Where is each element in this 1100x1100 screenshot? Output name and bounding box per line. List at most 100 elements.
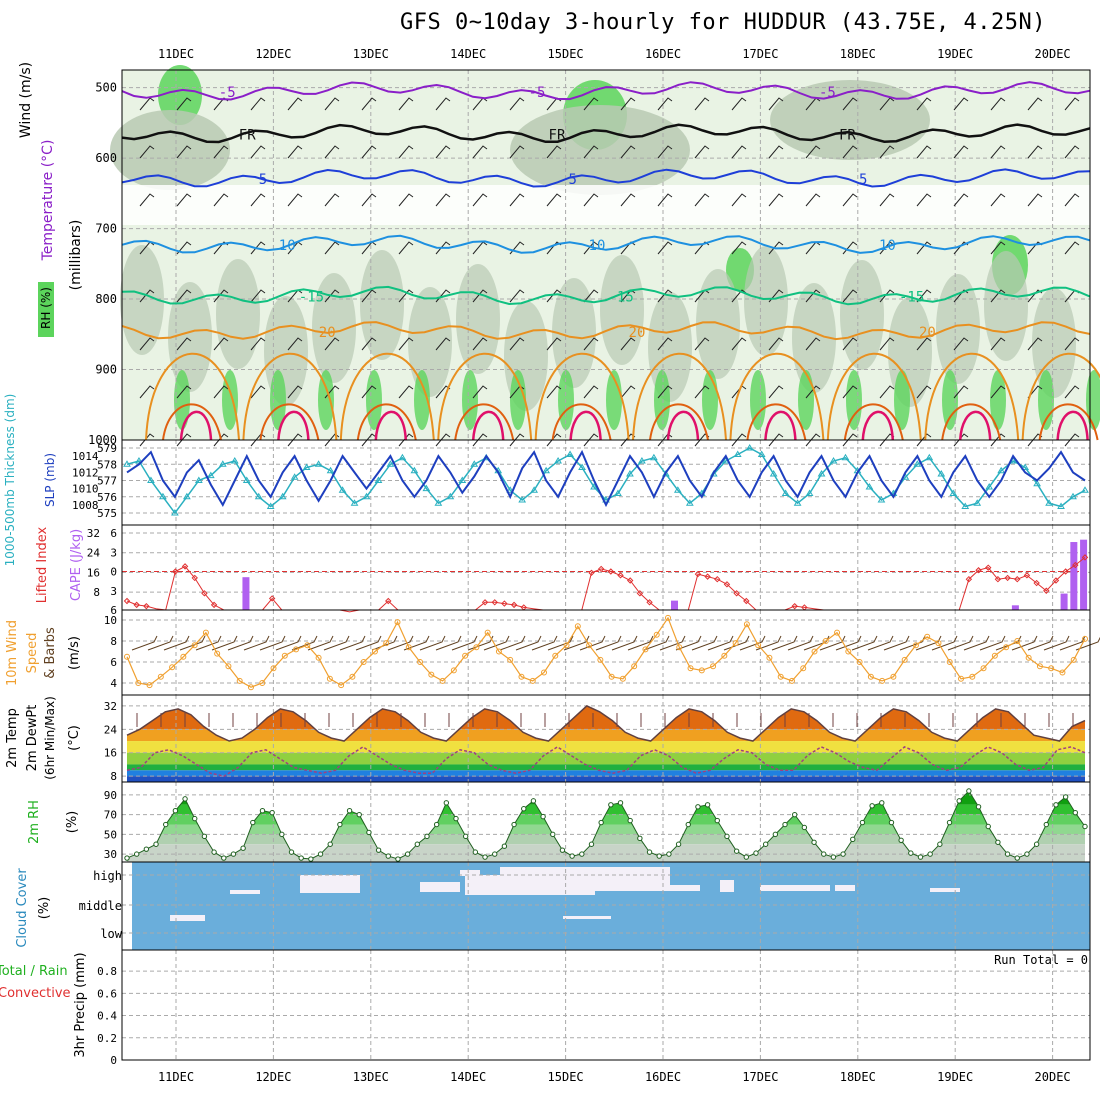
wind-barb [879,385,895,399]
legend-total-rain: Total / Rain [0,964,68,979]
wind-barb [694,337,710,351]
rh-contour-area [1032,288,1076,398]
rh-point [327,841,333,847]
thickness-point [422,484,431,492]
cape-frame [121,524,1091,611]
thickness-point [937,470,946,477]
wind-tick: 4 [110,677,117,690]
wind-speed-point [743,621,750,628]
lifted-index-point [123,597,131,605]
thickness-tick: 579 [97,442,117,455]
wind-speed-point [597,656,604,663]
rh-point [550,831,556,838]
isotherm-label: 20 [919,325,936,341]
wind-barb [398,337,414,351]
axis-label-temperature: Temperature (°C) [40,140,56,262]
wind-barb-10m [851,635,878,651]
rh-point [385,853,391,859]
rh-point [830,854,837,860]
cloud-high-block [600,872,660,884]
wind-barb [953,97,969,111]
date-label-bottom-11DEC: 11DEC [158,1070,194,1084]
wind-speed-point [1025,654,1032,661]
lifted-index-point [481,599,489,606]
wind-barb-10m [371,635,398,651]
rh-point [733,848,740,854]
lifted-index-point [201,590,208,597]
isotherm-arc [551,403,612,441]
rh-point [221,855,227,861]
rh-band [127,844,1085,862]
isotherm-arc [941,403,1002,441]
chart-title: GFS 0~10day 3-hourly for HUDDUR (43.75E,… [400,10,1047,35]
isotherm-arc [1056,410,1089,441]
thickness-point [434,499,443,506]
thickness-point [805,489,814,496]
thickness-point [458,476,467,483]
thickness-point [542,466,551,474]
wind-barb [879,145,895,159]
wind-barb [546,385,562,399]
rh-contour-area [174,370,190,430]
date-label-bottom-19DEC: 19DEC [937,1070,973,1084]
rh-point [1082,823,1088,830]
wind-barb-10m [1075,636,1100,651]
thickness-point [949,489,958,496]
axis-label-rh-units: (%) [65,811,80,834]
rh-point [908,850,914,856]
rh-point [414,841,421,847]
rh-band [127,824,1085,835]
thickness-point [841,453,850,461]
rh-point [1062,794,1069,800]
rh-point [956,798,962,804]
isotherm-20 [121,321,1091,341]
rh-point [675,841,682,847]
wind-barb [176,145,192,159]
wind-barb [879,289,895,303]
axis-label-cloud-units: (%) [37,897,52,920]
rh-point [627,817,633,824]
wind-barb [509,337,525,351]
wind-speed-point [890,673,897,680]
wind-barb [842,145,858,159]
rh-point [240,845,246,851]
thickness-point [1057,502,1065,509]
date-label-top-17DEC: 17DEC [742,47,778,61]
wind-barb [583,97,599,111]
wind-barb [990,433,1006,447]
wind-barb [546,289,562,303]
temp-band [127,729,1085,742]
lifted-index-point [1033,579,1040,587]
wind-barb [953,433,969,447]
wind-barb [768,97,784,111]
isotherm-arc [632,352,727,441]
thickness-point [997,466,1006,474]
rh-band [127,790,1085,805]
isotherm-arc [958,410,992,441]
wind-speed-point [428,671,435,678]
wind-barb-10m [899,635,926,651]
wind-barb [250,97,266,111]
axis-label-10m-wind: 10m Wind [5,620,20,686]
wind-barb-10m [227,635,254,651]
wind-barb [805,385,821,399]
temp-tick: 32 [104,700,117,713]
isotherm-arc [666,410,700,441]
rh-point [511,821,517,828]
wind-barb [324,289,340,303]
thickness-tick: 578 [97,458,117,471]
wind-barb-10m [883,635,910,651]
wind-speed-point [1036,663,1043,670]
wind-barb [1027,337,1043,351]
wind-barb [916,433,932,447]
wind-barb-10m [195,635,222,651]
wind-barb [324,241,340,255]
wind-barb-10m [291,635,318,651]
wind-barb [435,433,451,447]
lifted-index-point [1052,577,1060,584]
thickness-point [470,460,479,467]
wind-barb [657,385,673,399]
thickness-point [673,486,682,493]
wind-speed-point [935,640,942,647]
isotherm-arc [437,352,533,441]
